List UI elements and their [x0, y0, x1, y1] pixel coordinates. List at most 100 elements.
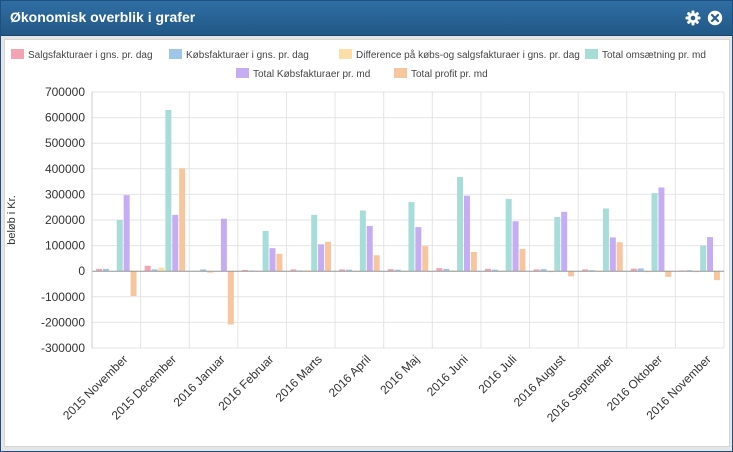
bar — [269, 248, 276, 272]
legend-swatch — [585, 49, 598, 59]
chart-legend: Salgsfakturaer i gns. pr. dag Købsfaktura… — [11, 49, 706, 80]
bar — [651, 193, 658, 272]
bar — [457, 176, 464, 272]
bar — [512, 221, 519, 272]
bar — [658, 187, 665, 272]
bar — [96, 268, 103, 272]
legend-swatch — [236, 68, 249, 78]
y-tick-label: -300000 — [41, 341, 85, 355]
bar — [179, 168, 186, 272]
bar — [227, 271, 234, 325]
bar — [130, 271, 137, 297]
bar-chart: Salgsfakturaer i gns. pr. dag Købsfaktura… — [6, 49, 725, 425]
x-tick-label: 2016 Maj — [377, 352, 422, 397]
bar — [540, 269, 547, 272]
y-tick-label: -200000 — [41, 315, 85, 329]
bar — [311, 214, 318, 272]
close-circle-icon[interactable] — [707, 10, 723, 26]
bar — [700, 245, 707, 272]
legend-swatch — [339, 49, 352, 59]
bar — [241, 269, 248, 272]
bar — [582, 269, 589, 272]
bar — [373, 255, 380, 272]
bar — [554, 216, 561, 272]
y-axis-label: beløb i Kr. — [6, 195, 18, 245]
bar — [144, 265, 151, 272]
bar — [387, 269, 394, 272]
bar — [422, 246, 429, 272]
bar — [463, 195, 470, 272]
bar — [408, 202, 415, 272]
y-tick-label: 400000 — [45, 162, 85, 176]
x-tick-label: 2016 Juni — [424, 352, 471, 399]
bar — [519, 248, 526, 272]
legend-label: Total Købsfakturaer pr. md — [253, 69, 370, 80]
chart-grid — [91, 91, 725, 349]
bar — [693, 271, 700, 273]
bar — [415, 227, 422, 272]
bar — [172, 214, 179, 272]
y-tick-label: 0 — [78, 264, 85, 278]
bar — [443, 268, 450, 272]
bar — [276, 253, 283, 272]
bar — [394, 269, 401, 272]
chart-bars — [96, 109, 720, 325]
bar — [589, 270, 596, 272]
bar — [713, 271, 720, 281]
bar — [568, 271, 575, 277]
bar — [151, 269, 158, 272]
bar — [505, 199, 512, 272]
bar — [686, 270, 693, 272]
bar — [484, 268, 491, 272]
bar — [207, 271, 214, 273]
bar — [290, 269, 297, 272]
legend-label: Salgsfakturaer i gns. pr. dag — [28, 50, 153, 61]
y-tick-label: 700000 — [45, 85, 85, 99]
x-tick-label: 2016 April — [326, 352, 374, 400]
bar — [262, 231, 269, 272]
bar — [533, 269, 540, 272]
legend-swatch — [169, 49, 182, 59]
legend-label: Difference på købs-og salgsfakturaer i g… — [356, 49, 580, 61]
bar — [220, 218, 227, 272]
bar — [470, 252, 477, 272]
legend-label: Købsfakturaer i gns. pr. dag — [186, 50, 309, 61]
bar — [602, 208, 609, 272]
bar — [102, 268, 109, 272]
bar — [200, 269, 207, 272]
bar — [609, 237, 616, 272]
bar — [436, 268, 443, 272]
bar — [547, 271, 554, 273]
y-tick-label: -100000 — [41, 290, 85, 304]
bar — [116, 220, 123, 272]
bar — [665, 271, 672, 277]
bar — [561, 211, 568, 272]
legend-swatch — [11, 49, 24, 59]
window-title: Økonomisk overblik i grafer — [10, 9, 196, 25]
bar — [366, 225, 373, 272]
x-tick-label: 2016 Marts — [273, 352, 325, 404]
bar — [630, 268, 637, 272]
bar — [158, 267, 165, 272]
bar — [616, 242, 623, 272]
legend-label: Total profit pr. md — [411, 69, 488, 80]
x-tick-label: 2016 Juli — [475, 352, 519, 396]
y-tick-label: 100000 — [45, 239, 85, 253]
bar — [339, 269, 346, 272]
legend-label: Total omsætning pr. md — [602, 50, 706, 61]
bar — [346, 269, 353, 272]
bar — [707, 237, 714, 272]
bar — [325, 241, 332, 272]
y-tick-label: 600000 — [45, 111, 85, 125]
chart-panel: Salgsfakturaer i gns. pr. dag Købsfaktura… — [4, 39, 730, 447]
bar — [304, 270, 311, 272]
y-tick-label: 500000 — [45, 136, 85, 150]
bar — [359, 210, 366, 272]
bar — [318, 244, 325, 272]
y-tick-label: 300000 — [45, 187, 85, 201]
bar — [123, 195, 130, 272]
bar — [491, 269, 498, 272]
gear-icon[interactable] — [685, 10, 701, 26]
legend-swatch — [394, 68, 407, 78]
window-titlebar: Økonomisk overblik i grafer — [1, 1, 732, 36]
